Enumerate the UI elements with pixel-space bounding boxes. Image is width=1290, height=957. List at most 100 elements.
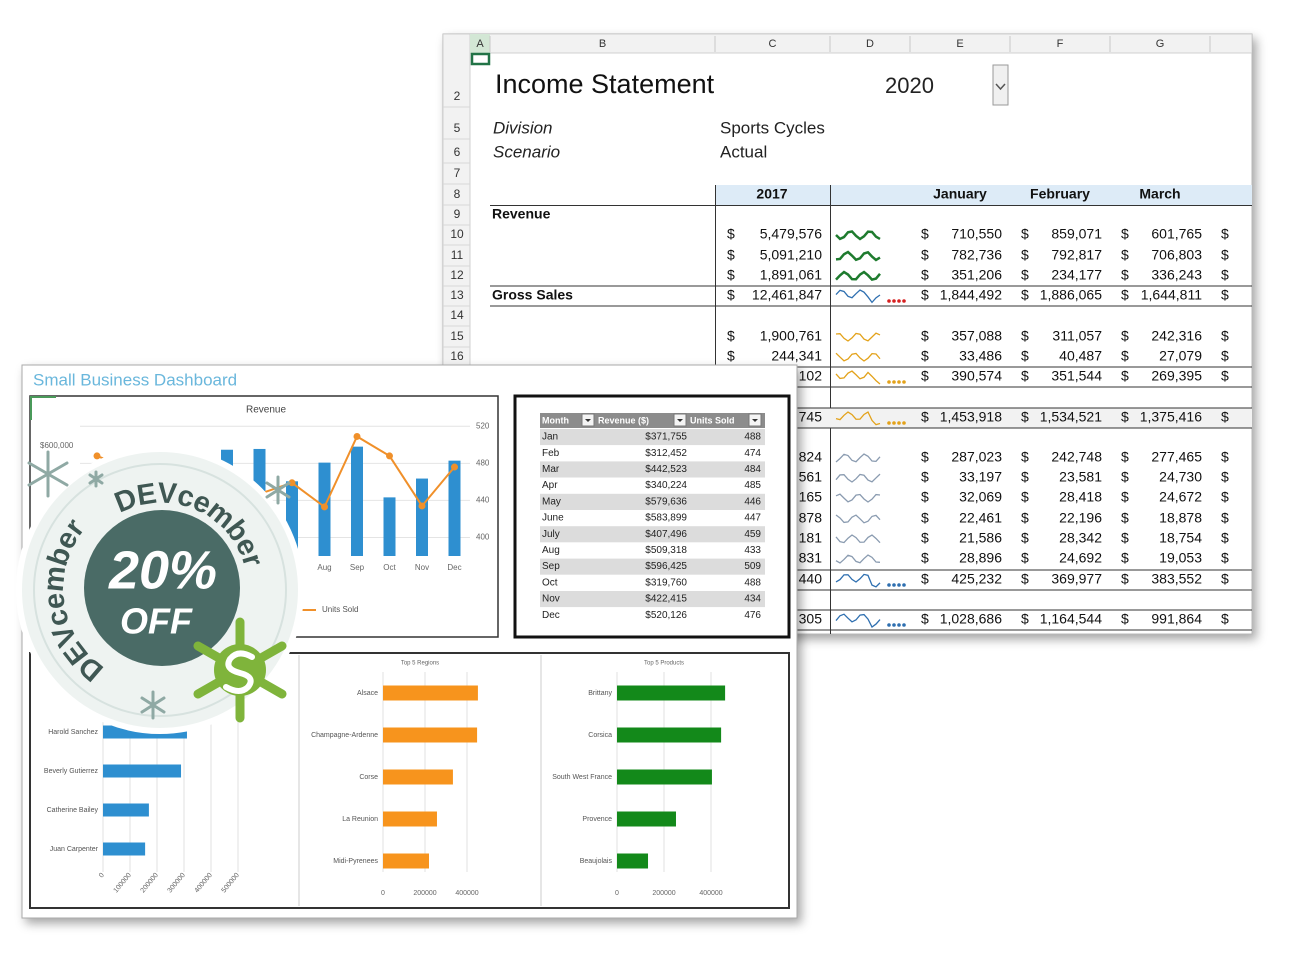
table-row-bg: [540, 429, 765, 446]
table-cell: $520,126: [645, 610, 687, 621]
spark-dot: [897, 623, 901, 627]
currency: $: [921, 530, 929, 546]
table-cell: 434: [744, 594, 761, 605]
category-label: Catherine Bailey: [47, 807, 99, 814]
spark-dot: [892, 583, 896, 587]
table-cell: Mar: [542, 464, 560, 475]
currency: $: [921, 550, 929, 566]
table-row-bg: [540, 477, 765, 494]
category-label: Beaujolais: [580, 858, 613, 865]
x-tick-label: 200000: [652, 890, 675, 897]
cell-value: 351,206: [951, 267, 1002, 283]
month-header: February: [1030, 186, 1090, 202]
currency: $: [921, 247, 929, 263]
cell-value: 19,053: [1159, 550, 1202, 566]
currency: $: [1021, 409, 1029, 425]
bar: [416, 478, 428, 556]
sparkline: [835, 270, 881, 282]
row-number: 15: [450, 329, 464, 343]
bar: [383, 727, 478, 743]
spark-dot: [897, 299, 901, 303]
category-label: Corse: [359, 774, 378, 781]
cell-value: 305: [799, 611, 823, 627]
cell-value: 369,977: [1051, 571, 1102, 587]
dropdown-arrow: [995, 83, 1006, 91]
cell-value: 33,197: [959, 469, 1002, 485]
table-header-bg: [540, 413, 765, 428]
spark-dot: [892, 299, 896, 303]
column-header: C: [769, 38, 777, 50]
category-label: Midi-Pyrenees: [333, 858, 378, 865]
spark-dot: [902, 299, 906, 303]
column-header: E: [956, 38, 963, 50]
cell-value: 234,177: [1051, 267, 1102, 283]
currency: $: [1021, 226, 1029, 242]
currency: $: [1121, 469, 1129, 485]
category-label: Champagne-Ardenne: [311, 732, 378, 739]
division-label: Division: [493, 118, 553, 137]
cell-value: 1,900,761: [760, 328, 822, 344]
row-number: 6: [454, 145, 461, 159]
table-cell: Jan: [542, 432, 558, 443]
category-label: Alsace: [357, 690, 378, 697]
table-cell: July: [542, 529, 560, 540]
spark-dot: [902, 623, 906, 627]
sheet-title: Income Statement: [495, 69, 715, 99]
month-header: March: [1139, 186, 1180, 202]
spark-dot: [892, 421, 896, 425]
currency: $: [1121, 489, 1129, 505]
currency: $: [1121, 328, 1129, 344]
row-number: 9: [454, 207, 461, 221]
table-cell: Apr: [542, 480, 558, 491]
currency: $: [1221, 226, 1229, 242]
row-number: 2: [454, 89, 461, 103]
spark-dot: [887, 380, 891, 384]
row-number: 5: [454, 121, 461, 135]
sparkline: [835, 411, 881, 426]
currency: $: [921, 611, 929, 627]
line-point: [386, 452, 393, 460]
currency: $: [1021, 328, 1029, 344]
table-cell: $583,899: [645, 513, 687, 524]
row-number: 14: [450, 308, 464, 322]
category-label: South West France: [552, 774, 612, 781]
y2-tick-label: 440: [476, 496, 490, 505]
cell-value: 269,395: [1151, 368, 1202, 384]
sparkline: [835, 453, 881, 463]
cell-value: 792,817: [1051, 247, 1102, 263]
category-label: Beverly Gutierrez: [44, 768, 99, 775]
cell-value: 745: [799, 409, 823, 425]
category-label: Corsica: [588, 732, 612, 739]
year-header: 2017: [756, 186, 787, 202]
x-tick-label: Dec: [447, 563, 461, 572]
currency: $: [1121, 530, 1129, 546]
cell-value: 782,736: [951, 247, 1002, 263]
currency: $: [1221, 409, 1229, 425]
currency: $: [921, 409, 929, 425]
cell-value: 24,692: [1059, 550, 1102, 566]
cell-value: 21,586: [959, 530, 1002, 546]
category-label: La Reunion: [342, 816, 378, 823]
cell-value: 601,765: [1151, 226, 1202, 242]
table-row-bg: [540, 445, 765, 462]
selected-col: [470, 34, 490, 53]
currency: $: [921, 571, 929, 587]
currency: $: [1021, 571, 1029, 587]
y2-tick-label: 520: [476, 421, 490, 430]
table-row-bg: [540, 558, 765, 575]
bar: [617, 853, 649, 869]
table-cell: $442,523: [645, 464, 687, 475]
sparkline: [835, 230, 881, 241]
cell-value: 27,079: [1159, 348, 1202, 364]
y-tick-label: $600,000: [40, 441, 74, 450]
cell-value: 1,453,918: [940, 409, 1002, 425]
badge-off: OFF: [120, 601, 193, 642]
currency: $: [1221, 247, 1229, 263]
chart-title: Revenue: [246, 405, 286, 416]
cell-value: 1,534,521: [1040, 409, 1102, 425]
table-cell: 488: [744, 577, 761, 588]
currency: $: [1021, 510, 1029, 526]
currency: $: [727, 287, 735, 303]
cell-value: 28,418: [1059, 489, 1102, 505]
line-point: [418, 502, 426, 510]
